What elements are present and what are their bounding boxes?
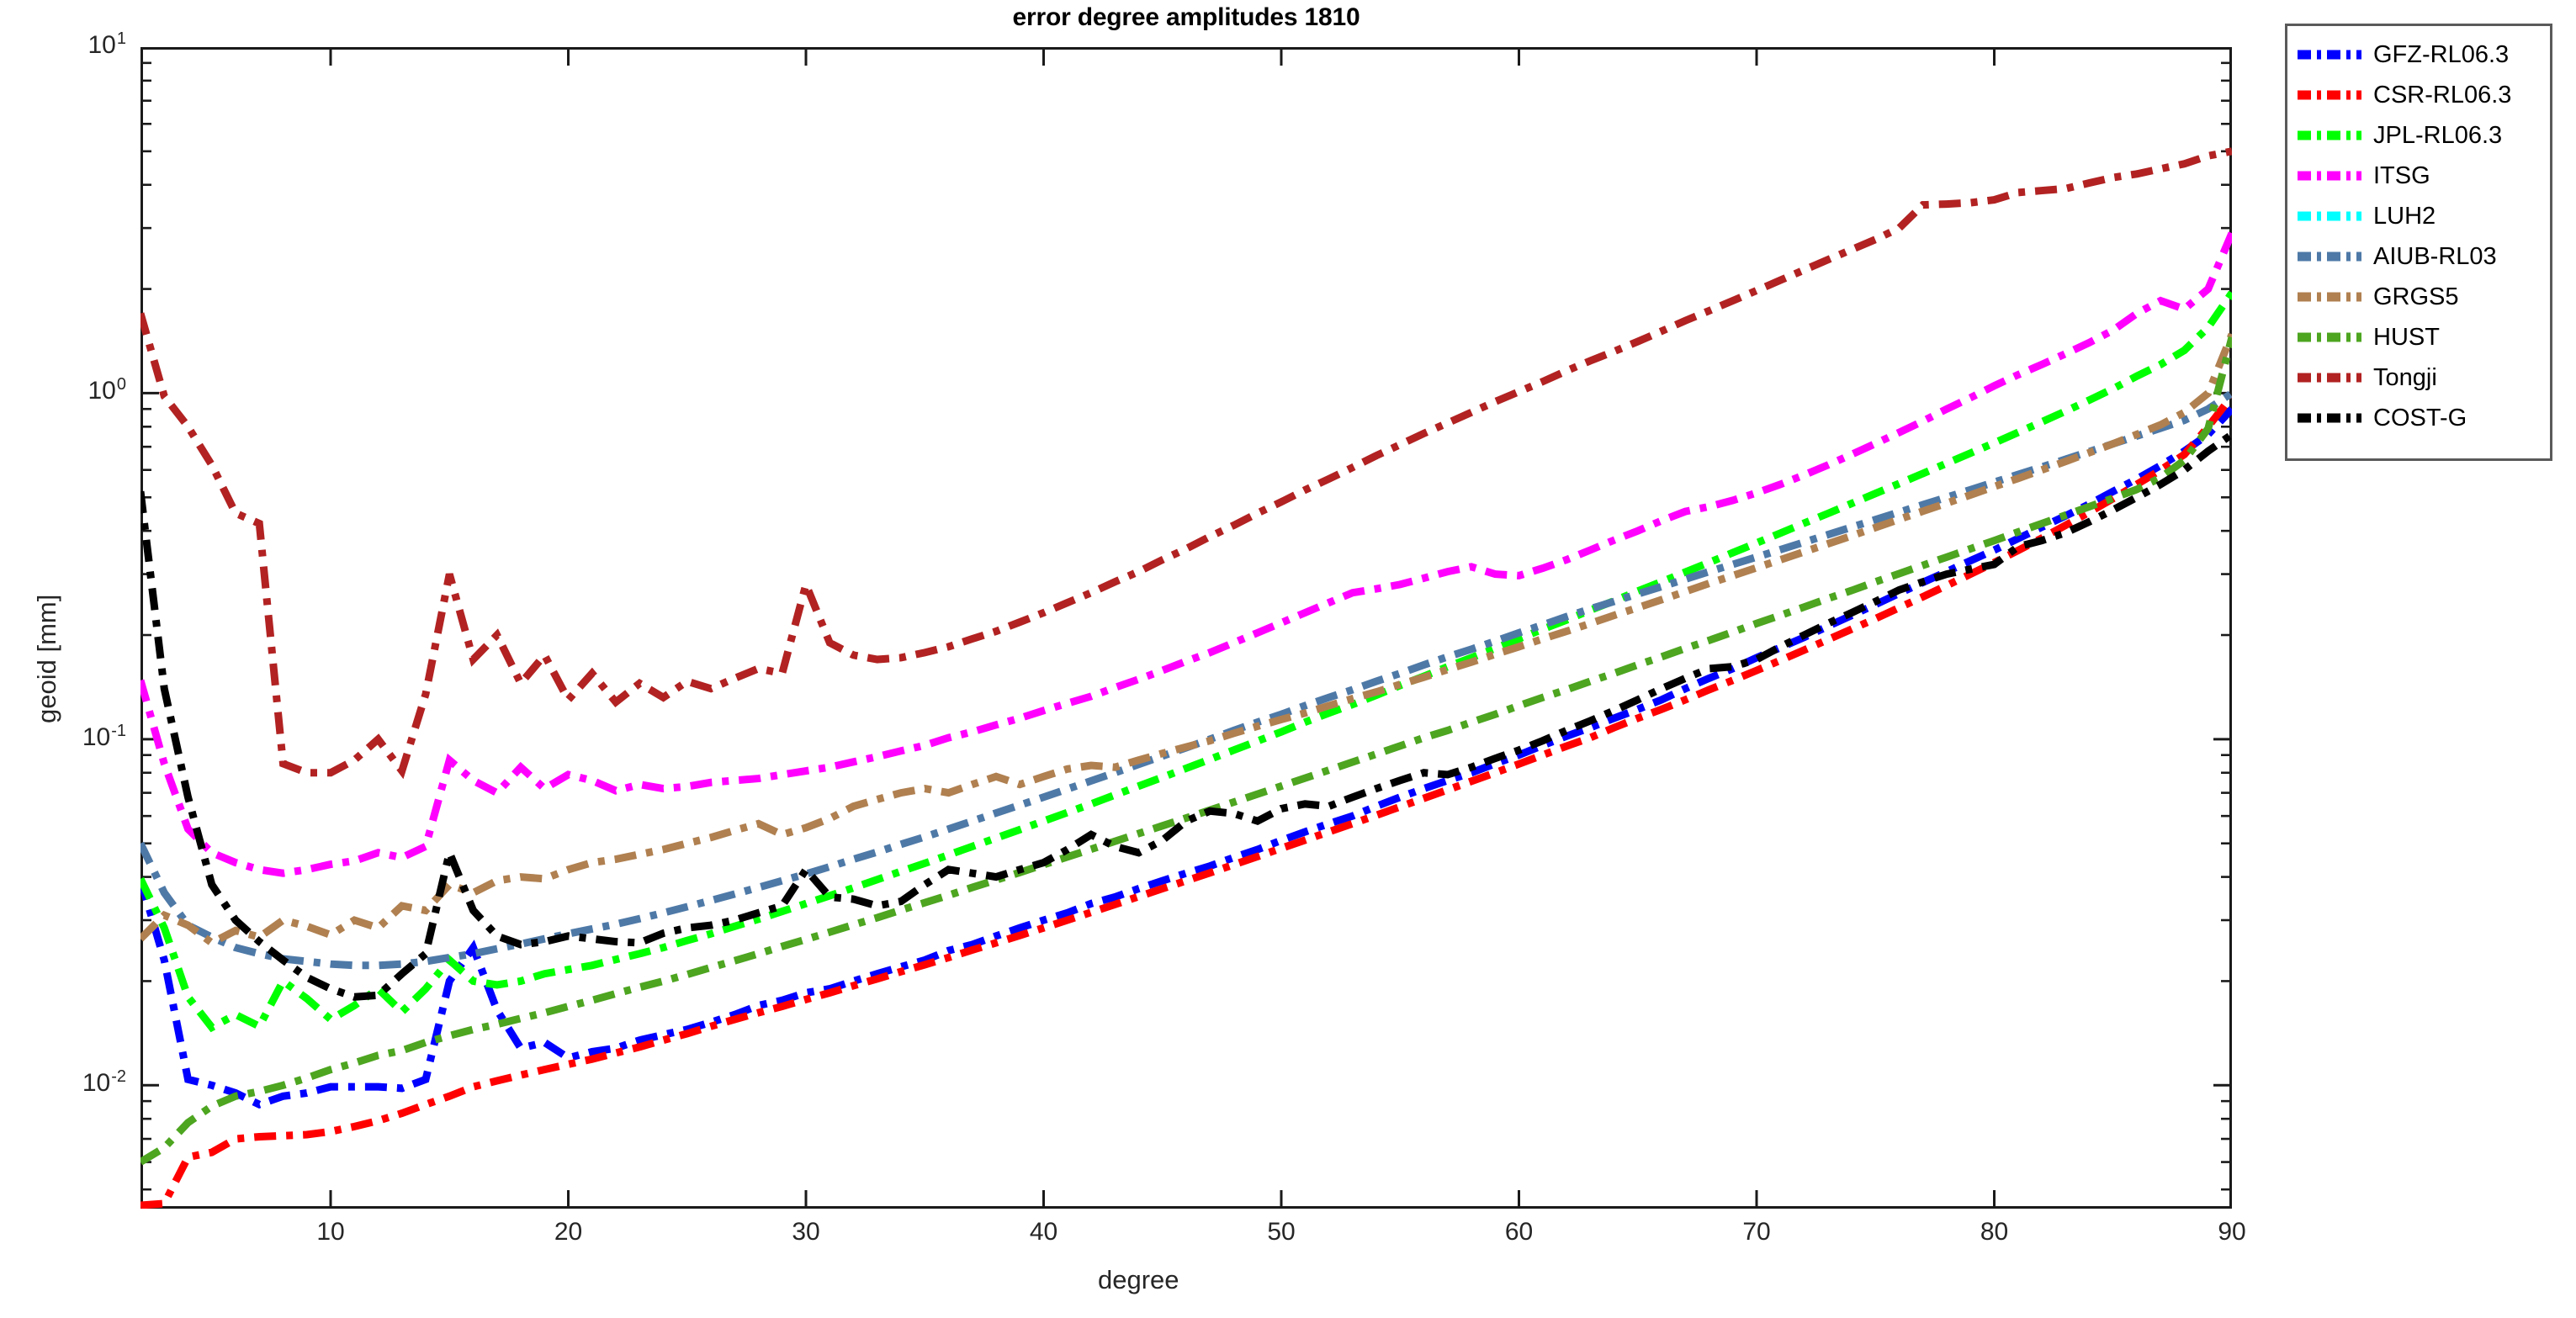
legend-color-swatch	[2296, 124, 2363, 146]
page-title: error degree amplitudes 1810	[1012, 3, 1360, 31]
legend-item[interactable]: LUH2	[2296, 196, 2550, 236]
legend-label: GFZ-RL06.3	[2373, 40, 2510, 68]
legend-label: ITSG	[2373, 161, 2430, 189]
legend-label: Tongji	[2373, 363, 2437, 391]
legend-color-swatch	[2296, 286, 2363, 308]
legend-color-swatch	[2296, 84, 2363, 106]
legend-label: GRGS5	[2373, 283, 2459, 310]
legend-color-swatch	[2296, 205, 2363, 227]
x-tick-label: 50	[1267, 1218, 1296, 1246]
plot-area	[140, 47, 2232, 1209]
legend-label: CSR-RL06.3	[2373, 81, 2512, 109]
y-tick-label: 10-1	[82, 721, 126, 751]
series-line-hust	[140, 336, 2232, 1166]
legend-label: JPL-RL06.3	[2373, 121, 2503, 149]
legend-label: HUST	[2373, 323, 2440, 351]
legend-item[interactable]: ITSG	[2296, 156, 2550, 196]
legend-item[interactable]: CSR-RL06.3	[2296, 75, 2550, 115]
series-line-grgs5	[140, 332, 2232, 948]
legend: GFZ-RL06.3 CSR-RL06.3 JPL-RL06.3 ITSG LUH2 AI…	[2285, 24, 2552, 461]
legend-item[interactable]: GRGS5	[2296, 277, 2550, 317]
y-tick-label: 10-2	[82, 1067, 126, 1098]
series-line-itsg	[140, 231, 2232, 877]
legend-item[interactable]: AIUB-RL03	[2296, 236, 2550, 277]
series-line-jpl-rl06-3	[140, 290, 2232, 1033]
legend-color-swatch	[2296, 407, 2363, 429]
legend-item[interactable]: COST-G	[2296, 398, 2550, 438]
y-tick-label: 101	[87, 29, 127, 59]
axes-frame	[140, 47, 2232, 1209]
x-tick-label: 80	[1980, 1218, 2009, 1246]
x-tick-label: 20	[554, 1218, 583, 1246]
y-axis-label: geoid [mm]	[32, 594, 61, 723]
legend-item[interactable]: GFZ-RL06.3	[2296, 34, 2550, 75]
legend-label: LUH2	[2373, 202, 2436, 230]
plot-canvas	[140, 47, 2232, 1209]
legend-item[interactable]: HUST	[2296, 317, 2550, 357]
legend-color-swatch	[2296, 165, 2363, 187]
series-line-tongji	[140, 147, 2232, 780]
legend-label: COST-G	[2373, 404, 2467, 431]
x-axis-label: degree	[1098, 1265, 1179, 1294]
legend-color-swatch	[2296, 246, 2363, 267]
legend-color-swatch	[2296, 367, 2363, 389]
x-tick-label: 70	[1742, 1218, 1771, 1246]
y-tick-label: 100	[87, 375, 127, 405]
series-line-cost-g	[140, 431, 2232, 1001]
legend-color-swatch	[2296, 44, 2363, 66]
legend-item[interactable]: JPL-RL06.3	[2296, 115, 2550, 156]
legend-label: AIUB-RL03	[2373, 242, 2497, 270]
x-tick-label: 40	[1029, 1218, 1058, 1246]
x-tick-label: 90	[2218, 1218, 2246, 1246]
series-line-csr-rl06-3	[140, 394, 2232, 1209]
series-line-gfz-rl06-3	[140, 406, 2232, 1109]
legend-color-swatch	[2296, 326, 2363, 348]
x-tick-label: 60	[1504, 1218, 1534, 1246]
legend-item[interactable]: Tongji	[2296, 357, 2550, 398]
x-tick-label: 10	[316, 1218, 345, 1246]
x-tick-label: 30	[792, 1218, 820, 1246]
